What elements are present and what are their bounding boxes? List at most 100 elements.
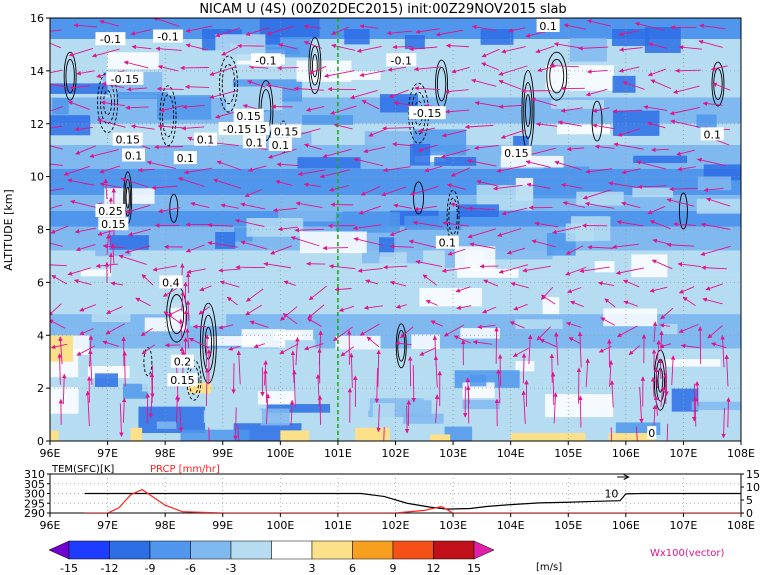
contour-line bbox=[124, 179, 131, 217]
contour-label-bg bbox=[242, 135, 266, 149]
wind-vector bbox=[497, 228, 522, 237]
wind-vector bbox=[566, 321, 582, 328]
wind-vector bbox=[141, 274, 154, 286]
shading-patch-positive bbox=[355, 427, 390, 441]
wind-vector bbox=[521, 353, 527, 384]
wind-vector bbox=[58, 336, 63, 365]
shading-patch bbox=[195, 271, 213, 281]
wind-vector bbox=[76, 70, 95, 76]
wind-vector bbox=[304, 343, 324, 351]
wind-vector bbox=[678, 323, 699, 333]
y-tick-label: 4 bbox=[37, 329, 44, 342]
wind-vector bbox=[651, 259, 673, 270]
wind-vector bbox=[73, 279, 92, 285]
wind-vector bbox=[85, 390, 91, 426]
wind-vector bbox=[249, 320, 269, 328]
wind-vector bbox=[535, 45, 555, 54]
y-axis-label: ALTITUDE [km] bbox=[2, 189, 15, 270]
wind-vector bbox=[498, 65, 528, 76]
wind-vector bbox=[353, 157, 384, 167]
legend-precip: PRCP [mm/hr] bbox=[150, 464, 220, 475]
wind-vector bbox=[157, 124, 184, 129]
wind-vector-strong bbox=[653, 395, 659, 416]
wind-vector bbox=[721, 407, 726, 439]
wind-vector bbox=[444, 89, 469, 94]
contour-line bbox=[312, 53, 318, 78]
wind-vector bbox=[566, 146, 585, 152]
wind-vector bbox=[432, 335, 438, 367]
wind-vector bbox=[666, 242, 695, 248]
wind-vector bbox=[594, 144, 615, 149]
wind-vector bbox=[563, 23, 586, 30]
wind-vector bbox=[146, 160, 177, 170]
wind-vector bbox=[68, 48, 94, 57]
wind-vector bbox=[89, 149, 119, 158]
wind-vector bbox=[349, 90, 378, 100]
wind-vector bbox=[61, 373, 67, 405]
wind-vector bbox=[266, 25, 295, 36]
shading-patch bbox=[238, 363, 305, 384]
wind-vector-strong bbox=[180, 291, 185, 312]
shading-patch bbox=[409, 143, 431, 166]
wind-vector bbox=[446, 183, 466, 190]
shading-patch bbox=[138, 406, 206, 434]
wind-vector bbox=[471, 78, 497, 87]
wind-vector-strong bbox=[658, 358, 663, 379]
shading-patch bbox=[515, 361, 535, 372]
wind-vector bbox=[198, 306, 210, 315]
wind-vector bbox=[141, 344, 155, 355]
wind-vector bbox=[464, 124, 494, 130]
wind-vector bbox=[79, 304, 97, 312]
wind-vector bbox=[303, 41, 323, 49]
shading-patch bbox=[116, 92, 169, 100]
wind-vector bbox=[328, 264, 356, 270]
wind-vector bbox=[643, 105, 668, 111]
shading-patch bbox=[469, 375, 487, 387]
wind-vector bbox=[199, 285, 212, 292]
wind-vector bbox=[616, 220, 644, 227]
wind-vector bbox=[553, 392, 558, 424]
contour-line bbox=[448, 197, 458, 235]
contour-line bbox=[143, 347, 153, 377]
surface-x-tick-label: 104E bbox=[497, 519, 525, 532]
wind-vector bbox=[678, 286, 695, 294]
colorbar-tick-label: -9 bbox=[145, 562, 156, 575]
contour-line bbox=[525, 94, 531, 127]
wind-vector bbox=[263, 369, 268, 404]
contour-label: 0.15 bbox=[274, 126, 299, 139]
wind-vector bbox=[408, 239, 439, 249]
shading-patch bbox=[394, 297, 411, 306]
wind-vector bbox=[668, 186, 698, 192]
wind-vector bbox=[120, 177, 149, 188]
contour-label-bg bbox=[98, 217, 129, 231]
wind-vector bbox=[430, 320, 443, 327]
shading-patch bbox=[480, 29, 514, 45]
wind-vector bbox=[450, 167, 471, 177]
contour-label: 0.25 bbox=[98, 205, 123, 218]
wind-vector bbox=[292, 369, 297, 408]
shading-patch-positive bbox=[430, 434, 451, 441]
contour-label: 0.15 bbox=[101, 218, 126, 231]
surface-x-tick-label: 98E bbox=[155, 519, 176, 532]
shading-patch bbox=[372, 403, 395, 423]
shading-patch bbox=[50, 387, 79, 414]
shading-patch bbox=[550, 99, 605, 109]
contour-label-bg bbox=[501, 145, 532, 159]
wind-vector bbox=[598, 281, 615, 286]
wind-vector bbox=[467, 158, 497, 167]
wind-vector bbox=[307, 318, 322, 327]
wind-vector bbox=[382, 126, 413, 131]
contour-line bbox=[186, 359, 202, 401]
contour-label-bg bbox=[167, 373, 198, 387]
wind-vector bbox=[365, 279, 379, 285]
wind-vector bbox=[498, 104, 523, 109]
shading-patch bbox=[434, 156, 477, 166]
shading-patch bbox=[144, 317, 187, 332]
wind-vector bbox=[70, 199, 97, 209]
contour-label-bg bbox=[121, 148, 145, 162]
wind-vector bbox=[550, 371, 556, 405]
wind-vector bbox=[634, 21, 666, 31]
wind-vector bbox=[178, 177, 205, 187]
contour-line bbox=[591, 100, 603, 142]
